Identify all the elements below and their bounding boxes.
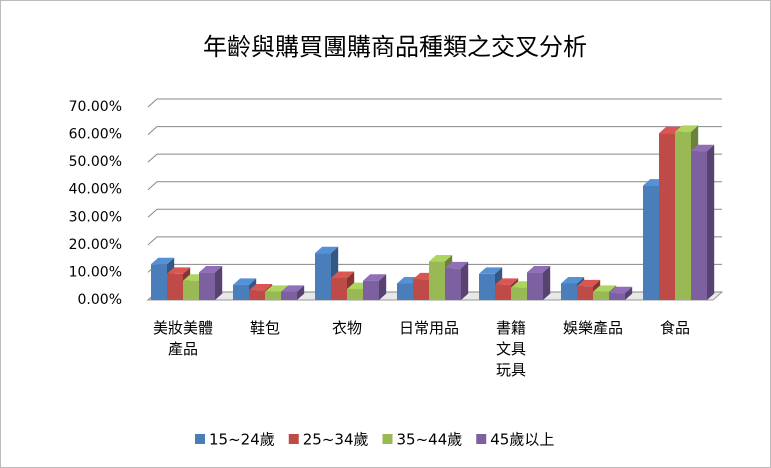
bar	[199, 272, 215, 300]
bar-top	[249, 283, 273, 291]
legend-label: 15~24歲	[209, 431, 275, 449]
bar	[511, 287, 527, 300]
bar	[233, 284, 249, 300]
bar-top	[167, 267, 191, 274]
bar-side	[461, 261, 469, 300]
bar	[643, 185, 659, 300]
grid-line	[147, 126, 722, 135]
bar	[593, 291, 609, 300]
bar	[527, 272, 543, 300]
bar-top	[691, 144, 715, 152]
bar-top	[429, 255, 453, 262]
bar	[315, 253, 331, 300]
bar	[577, 286, 593, 300]
bar-top	[331, 271, 355, 278]
bar	[675, 131, 691, 300]
legend-swatch	[382, 434, 393, 444]
bar-top	[315, 246, 339, 254]
bar	[151, 264, 167, 300]
bar-top	[577, 279, 601, 287]
bar	[167, 273, 183, 300]
bar	[249, 290, 265, 300]
bar	[691, 151, 707, 300]
bar-side	[215, 266, 223, 300]
bar	[265, 291, 281, 300]
bar-side	[707, 144, 715, 300]
bar-top	[281, 285, 305, 292]
bar-top	[445, 261, 469, 269]
x-tick-label: 衣物	[331, 319, 362, 337]
bar-top	[265, 285, 289, 292]
bar-top	[675, 125, 699, 132]
y-tick-label: 10.00%	[69, 264, 122, 280]
grid-line	[147, 98, 722, 108]
x-tick-label: 鞋包	[249, 319, 280, 337]
bar-top	[561, 277, 585, 284]
bar	[445, 268, 461, 300]
bar	[495, 284, 511, 300]
bar	[429, 261, 445, 300]
bar-top	[593, 285, 617, 292]
bar-top	[609, 286, 633, 294]
legend-swatch	[288, 434, 299, 444]
x-tick-label: 美妝美體產品	[152, 319, 213, 358]
y-tick-label: 60.00%	[69, 127, 122, 143]
grid-line	[147, 208, 722, 218]
chart-title: 年齡與購買團購商品種類之交叉分析	[203, 33, 587, 61]
legend-swatch	[195, 434, 205, 444]
bar-side	[379, 274, 387, 300]
legend-label: 35~44歲	[397, 431, 463, 449]
grid-line	[147, 181, 722, 191]
bar	[479, 273, 495, 300]
bar-side	[543, 266, 551, 300]
y-tick-label: 0.00%	[78, 292, 122, 308]
bar-top	[495, 278, 519, 285]
legend-swatch	[476, 434, 487, 444]
bar-top	[199, 266, 223, 273]
bar	[413, 279, 429, 300]
bar-top	[363, 274, 387, 281]
x-tick-label: 書籍文具玩具	[495, 319, 526, 379]
legend-label: 25~34歲	[303, 431, 369, 449]
bar-top	[479, 267, 503, 274]
x-tick-label: 食品	[659, 319, 690, 337]
grid-line	[147, 153, 722, 163]
y-tick-label: 40.00%	[69, 182, 122, 198]
y-tick-label: 30.00%	[69, 209, 122, 225]
bar	[347, 288, 363, 300]
bar	[561, 283, 577, 300]
bar	[281, 291, 297, 300]
y-tick-label: 20.00%	[69, 237, 122, 253]
bar	[183, 280, 199, 300]
y-tick-label: 70.00%	[69, 99, 122, 115]
bar	[609, 293, 625, 300]
bar	[397, 283, 413, 300]
bar-top	[527, 266, 551, 273]
y-tick-label: 50.00%	[69, 154, 122, 170]
bar-side	[625, 286, 633, 300]
bar	[363, 280, 379, 300]
legend-label: 45歲以上	[490, 431, 554, 449]
grid-line	[147, 236, 722, 246]
bar	[331, 277, 347, 300]
x-tick-label: 娛樂產品	[562, 319, 623, 337]
bar	[659, 133, 675, 300]
bar-top	[233, 278, 257, 285]
bar-top	[151, 257, 175, 265]
bar-side	[297, 285, 305, 300]
x-tick-label: 日常用品	[398, 319, 459, 337]
